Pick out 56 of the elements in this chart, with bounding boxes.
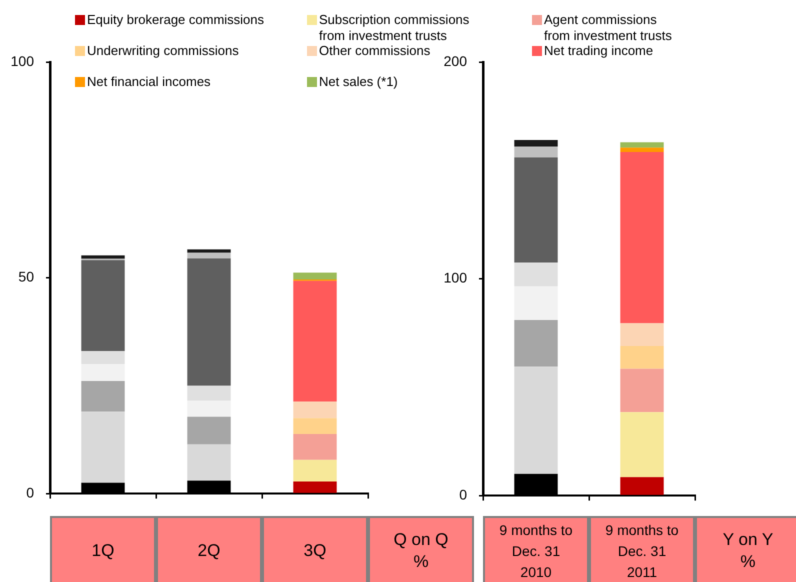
bar xyxy=(81,380,125,412)
bar xyxy=(293,272,337,280)
legend-label: Equity brokerage commissions xyxy=(87,12,264,28)
bar xyxy=(187,400,231,417)
x-tick-label: 1Q xyxy=(50,516,156,582)
bar xyxy=(187,444,231,481)
bar xyxy=(514,366,558,474)
bar xyxy=(81,255,125,259)
legend-label: Subscription commissions from investment trusts xyxy=(319,12,470,44)
bar xyxy=(187,249,231,253)
bar xyxy=(620,412,664,478)
bar xyxy=(620,323,664,346)
bar xyxy=(620,477,664,495)
bar xyxy=(620,142,664,148)
legend-label: Other commissions xyxy=(319,43,430,59)
bar xyxy=(187,386,231,401)
bar xyxy=(187,258,231,386)
x-tick-label: 2Q xyxy=(156,516,262,582)
y-tick-label: 100 xyxy=(10,52,34,69)
bar xyxy=(620,368,664,412)
bar xyxy=(81,351,125,364)
bar xyxy=(620,346,664,369)
bar xyxy=(514,262,558,286)
bar xyxy=(293,418,337,434)
bar xyxy=(293,460,337,482)
bar xyxy=(514,286,558,320)
text: Y on Y % xyxy=(695,516,796,582)
text: Q on Q % xyxy=(368,516,474,582)
bar xyxy=(620,152,664,324)
bar xyxy=(81,260,125,352)
y-tick-label: 50 xyxy=(18,268,34,285)
bar xyxy=(81,364,125,381)
bar xyxy=(293,402,337,418)
bar xyxy=(514,146,558,158)
legend-label: Net sales (*1) xyxy=(319,74,398,90)
bar xyxy=(293,434,337,460)
bar xyxy=(293,482,337,493)
legend-label: Net financial incomes xyxy=(87,74,211,90)
bar xyxy=(187,252,231,258)
x-tick-label: 3Q xyxy=(262,516,368,582)
legend-label: Net trading income xyxy=(544,43,654,59)
y-tick-label: 100 xyxy=(444,270,468,286)
x-tick-label: 9 months to Dec. 31 2011 xyxy=(589,516,695,582)
legend-label: Agent commissions from investment trusts xyxy=(544,12,672,44)
bar xyxy=(81,412,125,483)
y-tick-label: 0 xyxy=(26,484,34,500)
bar xyxy=(514,320,558,367)
y-tick-label: 200 xyxy=(444,52,468,69)
x-tick-label: 9 months to Dec. 31 2010 xyxy=(483,516,589,582)
bar xyxy=(187,416,231,444)
legend-label: Underwriting commissions xyxy=(87,43,239,59)
bar xyxy=(514,140,558,147)
bar xyxy=(293,280,337,402)
bar xyxy=(514,157,558,263)
bar xyxy=(620,148,664,152)
y-tick-label: 0 xyxy=(459,486,468,502)
